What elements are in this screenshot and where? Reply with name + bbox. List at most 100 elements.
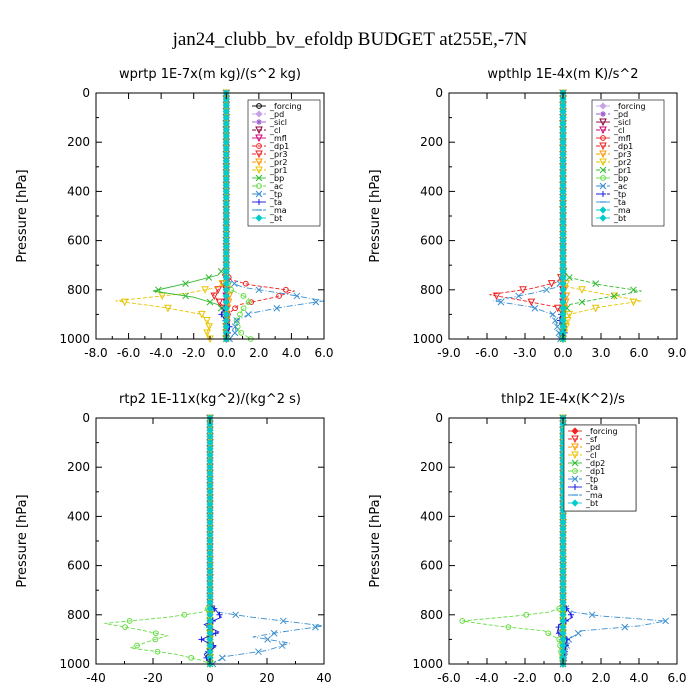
- legend-label: _sf: [585, 435, 597, 444]
- series-point: [232, 611, 240, 619]
- series-point: [122, 624, 128, 630]
- series-group: [489, 89, 642, 344]
- series-line-dp1: [489, 93, 564, 339]
- series-point: [610, 292, 618, 300]
- x-tick-label: -6.0: [117, 346, 140, 360]
- series-group: [459, 414, 669, 669]
- legend-label: _forcing: [585, 427, 618, 436]
- series-point: [154, 648, 161, 655]
- legend-label: _ac: [613, 182, 627, 191]
- series-point: [531, 304, 539, 312]
- legend-marker: [571, 499, 579, 507]
- legend-marker: [255, 190, 263, 198]
- legend-marker: [572, 484, 578, 490]
- legend-label: _mfl: [613, 134, 631, 143]
- y-tick-label: 200: [67, 460, 90, 474]
- y-tick-label: 600: [67, 559, 90, 573]
- series-point: [565, 274, 573, 281]
- x-tick-label: 2.0: [249, 346, 268, 360]
- series-line-pr1: [115, 93, 227, 340]
- series-line-ac: [493, 93, 564, 340]
- x-tick-label: -20: [143, 671, 163, 685]
- series-line-bp: [152, 93, 227, 339]
- series-point: [164, 304, 172, 313]
- legend-label: _bt: [613, 214, 626, 223]
- x-tick-label: -3.0: [513, 346, 536, 360]
- series-point: [293, 292, 301, 300]
- legend-marker: [255, 150, 263, 159]
- legend-marker: [255, 110, 263, 118]
- x-tick-label: 40: [316, 671, 331, 685]
- legend-marker: [256, 143, 262, 149]
- legend-label: _pr1: [613, 166, 631, 175]
- series-point: [206, 298, 214, 306]
- x-tick-label: 4.0: [629, 671, 648, 685]
- y-tick-label: 400: [420, 184, 443, 198]
- y-tick-label: 1000: [412, 332, 443, 346]
- legend-label: _ta: [269, 198, 282, 207]
- legend-marker: [571, 459, 579, 467]
- series-point: [591, 304, 600, 313]
- legend-label: _pr1: [269, 166, 287, 175]
- legend-label: _dp1: [585, 467, 605, 476]
- series-point: [242, 280, 249, 287]
- series-point: [214, 286, 222, 294]
- series-line-tp: [209, 418, 325, 665]
- panel-title: rtp2 1E-11x(kg^2)/(kg^2 s): [119, 392, 301, 407]
- series-point: [155, 286, 162, 294]
- series-point: [234, 323, 241, 330]
- series-point: [264, 636, 271, 643]
- legend-marker: [599, 142, 607, 151]
- series-point: [282, 286, 289, 293]
- legend-label: _pr3: [613, 150, 631, 159]
- series-point: [505, 624, 512, 630]
- series-point: [567, 611, 574, 618]
- y-tick-label: 600: [67, 234, 90, 248]
- series-point: [312, 623, 319, 631]
- legend-label: _dp2: [585, 459, 605, 468]
- series-point: [182, 292, 189, 300]
- legend-label: _forcing: [269, 102, 302, 111]
- y-axis-label: Pressure [hPa]: [368, 494, 383, 587]
- y-axis-label: Pressure [hPa]: [368, 169, 383, 262]
- series-point: [205, 274, 213, 281]
- legend-marker: [255, 174, 263, 182]
- legend-label: _sicl: [613, 118, 631, 127]
- legend-label: _pd: [585, 443, 600, 452]
- legend-marker: [571, 435, 579, 444]
- x-tick-label: 4.0: [282, 346, 301, 360]
- legend-label: _cl: [585, 451, 597, 460]
- panel-title: wprtp 1E-7x(m kg)/(s^2 kg): [119, 67, 301, 82]
- legend-marker: [600, 191, 606, 197]
- legend-marker: [255, 134, 263, 143]
- legend-label: _tp: [269, 190, 282, 199]
- series-point: [592, 280, 600, 288]
- series-point: [543, 286, 550, 294]
- x-tick-label: 6.0: [629, 346, 648, 360]
- legend-label: _ma: [613, 206, 631, 215]
- legend-label: _bt: [269, 214, 282, 223]
- series-point: [231, 329, 239, 337]
- series-point: [523, 611, 530, 618]
- legend-marker: [256, 199, 262, 205]
- legend-label: _pr2: [269, 158, 287, 167]
- series-point: [273, 304, 281, 312]
- y-tick-label: 1000: [412, 657, 443, 671]
- series-point: [459, 618, 466, 624]
- legend-label: _mfl: [269, 134, 287, 143]
- series-point: [237, 311, 243, 318]
- y-tick-label: 400: [67, 509, 90, 523]
- series-point: [527, 298, 536, 307]
- legend-marker: [599, 158, 607, 167]
- series-line-dp1: [104, 418, 211, 665]
- legend-marker: [599, 206, 607, 214]
- legend: _forcing_pd_sicl_cl_mfl_dp1_pr3_pr2_pr1_…: [591, 99, 665, 227]
- series-point: [233, 317, 241, 324]
- legend-marker: [600, 135, 606, 141]
- legend-label: _forcing: [613, 102, 646, 111]
- x-tick-label: 3.0: [591, 346, 610, 360]
- y-tick-label: 400: [420, 509, 443, 523]
- series-point: [181, 611, 188, 618]
- series-point: [245, 311, 252, 318]
- series-point: [588, 611, 596, 619]
